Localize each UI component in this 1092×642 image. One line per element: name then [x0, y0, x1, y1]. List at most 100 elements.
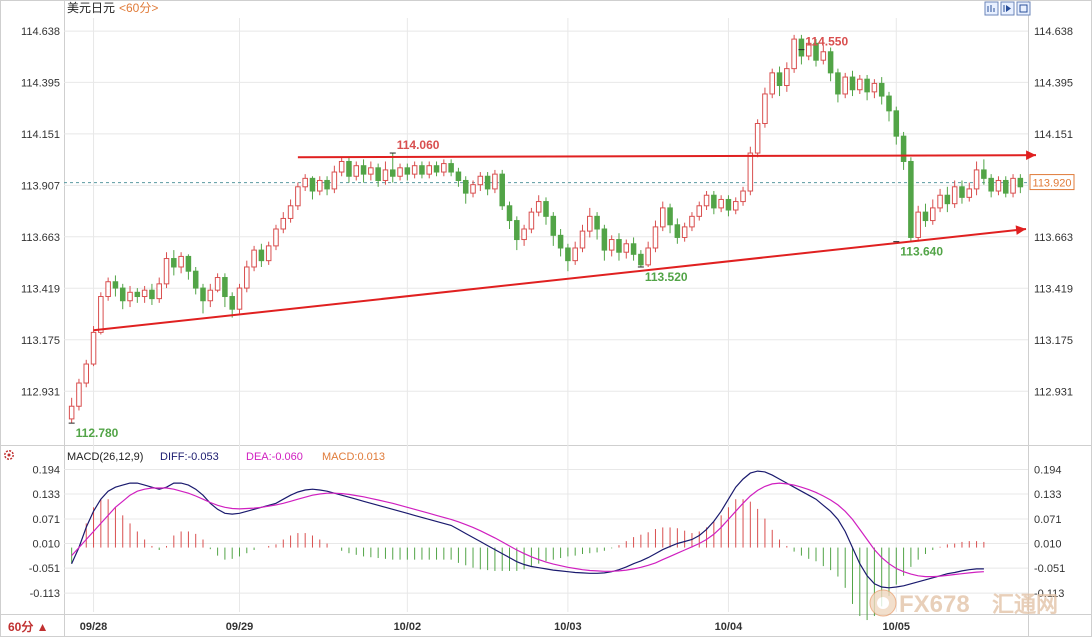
macd-tick-left: 0.010: [32, 539, 60, 551]
candle-body: [849, 76, 856, 91]
candle-body: [725, 198, 732, 211]
candle-body: [338, 160, 345, 173]
candle-body: [652, 226, 659, 249]
dea-line: [71, 482, 984, 578]
candle-body: [608, 239, 615, 251]
annotation-label: 112.780: [76, 426, 119, 440]
candle-body: [83, 363, 90, 384]
price-tick-right: 113.663: [1034, 232, 1073, 244]
candle-body: [550, 215, 557, 236]
macd-tick-right: 0.010: [1034, 539, 1062, 551]
candle-body: [448, 163, 454, 173]
candle-body: [171, 258, 177, 268]
price-tick-right: 114.395: [1034, 77, 1073, 89]
candle-body: [1017, 177, 1024, 188]
period-selector[interactable]: 60分 ▲: [8, 619, 49, 634]
price-tick-left: 112.931: [21, 386, 60, 398]
candle-body: [1010, 177, 1016, 194]
candle-body: [813, 42, 819, 61]
candle-body: [944, 194, 951, 205]
candle-body: [791, 38, 797, 70]
candle-body: [287, 205, 294, 219]
price-tick-right: 114.638: [1034, 26, 1073, 38]
date-tick: 10/02: [394, 621, 422, 633]
candle-body: [105, 281, 111, 298]
candle-body: [222, 277, 228, 298]
candle-body: [477, 175, 484, 186]
dea-value: DEA:-0.060: [246, 451, 303, 463]
price-tick-left: 114.638: [21, 26, 60, 38]
scroll-right-icon[interactable]: [1000, 1, 1015, 16]
price-tick-right: 113.419: [1034, 283, 1073, 295]
candle-body: [90, 331, 97, 365]
candle-body: [265, 245, 272, 262]
indicator-settings-gear-icon[interactable]: [4, 450, 14, 460]
candle-body: [1002, 179, 1009, 194]
candle-body: [192, 270, 199, 289]
price-tick-left: 113.419: [21, 283, 60, 295]
current-price-label: 113.920: [1033, 178, 1072, 190]
candle-body: [535, 201, 542, 213]
candle-body: [959, 186, 965, 198]
candle-body: [711, 194, 717, 209]
candle-body: [163, 258, 170, 285]
price-tick-left: 113.907: [21, 180, 60, 192]
macd-tick-right: 0.133: [1034, 489, 1062, 501]
candle-body: [229, 296, 235, 310]
candle-body: [389, 169, 396, 177]
candle-body: [484, 175, 491, 190]
candle-body: [630, 243, 637, 255]
candle-body: [244, 266, 250, 289]
support-trendline-arrowhead: [1015, 225, 1026, 235]
candle-body: [156, 283, 162, 300]
candle-body: [200, 287, 206, 302]
candle-body: [616, 239, 622, 253]
candle-body: [134, 291, 141, 298]
candle-body: [295, 186, 301, 207]
candle-body: [689, 215, 695, 228]
candle-body: [667, 207, 673, 226]
candle-body: [251, 249, 257, 268]
candle-body: [397, 167, 403, 177]
macd-tick-right: -0.051: [1034, 563, 1065, 575]
period-selector-label: 60分 ▲: [8, 619, 49, 634]
candle-body: [587, 215, 593, 232]
annotation-label: 113.640: [900, 245, 943, 259]
candle-body: [441, 163, 447, 173]
candles: [68, 34, 1024, 424]
candle-body: [470, 184, 476, 194]
candle-body: [638, 253, 644, 266]
resistance-trendline-arrowhead: [1026, 150, 1036, 160]
candle-body: [419, 165, 425, 175]
fullscreen-icon[interactable]: [1016, 1, 1031, 16]
resistance-trendline: [297, 154, 1037, 159]
candle-body: [842, 76, 848, 95]
candle-body: [696, 205, 703, 217]
candle-body: [805, 42, 812, 57]
candle-body: [214, 277, 221, 291]
trendlines: [93, 150, 1037, 332]
watermark-cn: 汇通网: [992, 592, 1058, 617]
candle-body: [433, 165, 440, 173]
macd-tick-right: -0.113: [1034, 588, 1064, 600]
candle-body: [886, 95, 892, 112]
candle-body: [543, 201, 549, 217]
candle-body: [565, 247, 571, 262]
candle-body: [273, 228, 279, 247]
price-tick-left: 113.663: [21, 232, 60, 244]
macd-axis-labels: 0.194 0.194 0.133 0.133 0.071 0.071 0.010 0.010…: [29, 464, 1065, 600]
grid: [64, 18, 1028, 612]
date-tick: 10/05: [883, 621, 911, 633]
chart-mode-icon[interactable]: [984, 1, 999, 16]
price-annotations: 112.780 114.060 113.520 114.550 113.640: [68, 35, 943, 440]
annotation-label: 114.550: [805, 35, 848, 49]
candle-body: [258, 249, 265, 262]
candle-body: [499, 173, 505, 207]
date-tick: 09/28: [80, 621, 108, 633]
candle-body: [674, 224, 681, 238]
candle-body: [521, 228, 527, 241]
candle-body: [878, 82, 885, 97]
date-tick: 10/03: [554, 621, 582, 633]
watermark-brand: FX678: [899, 591, 970, 618]
candle-body: [930, 207, 936, 222]
